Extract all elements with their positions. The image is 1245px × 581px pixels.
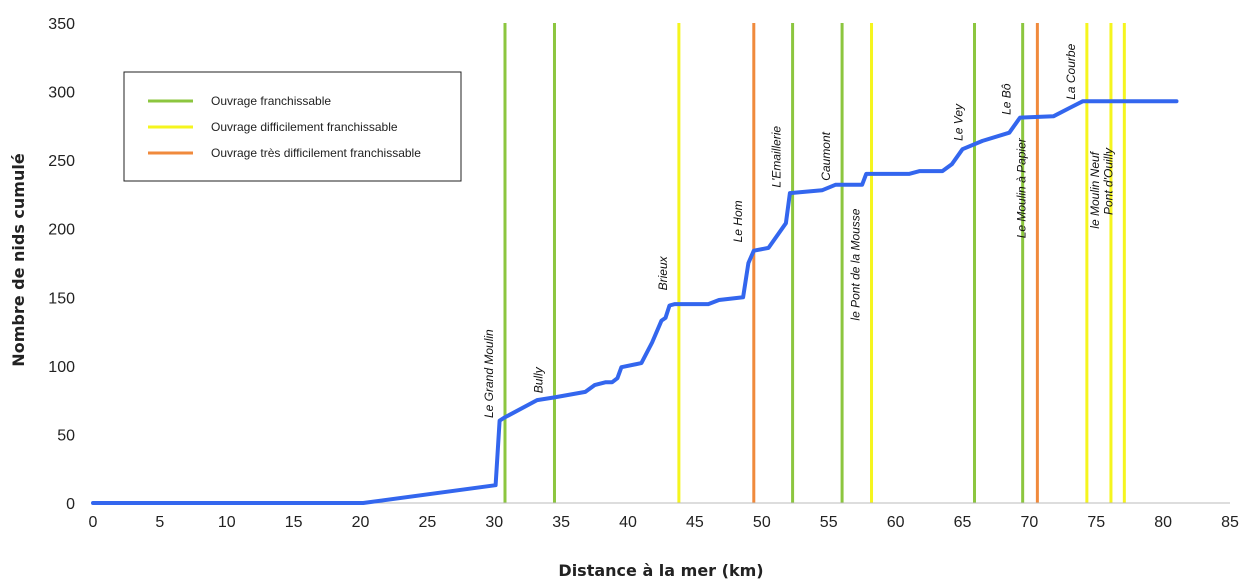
y-tick-label-1: 50	[57, 427, 75, 444]
x-tick-label-0: 0	[89, 514, 98, 531]
y-tick-label-0: 0	[66, 496, 75, 513]
x-tick-label-13: 65	[954, 514, 972, 531]
obstacle-label-9: Le Moulin à Papier	[1014, 137, 1028, 238]
legend: Ouvrage franchissable Ouvrage difficilem…	[123, 71, 462, 182]
x-tick-label-4: 20	[352, 514, 370, 531]
x-tick-label-5: 25	[419, 514, 437, 531]
series-group	[91, 99, 1179, 505]
obstacle-label-11: le Moulin Neuf	[1088, 150, 1102, 228]
y-tick-label-7: 350	[48, 16, 75, 33]
x-tick-label-14: 70	[1020, 514, 1038, 531]
obstacle-label-7: Le Vey	[952, 103, 966, 141]
x-tick-label-1: 5	[155, 514, 164, 531]
obstacle-label-8: Le Bô	[1000, 83, 1014, 115]
obstacle-label-0: Le Grand Moulin	[482, 329, 496, 418]
legend-label-difficilement: Ouvrage difficilement franchissable	[211, 120, 398, 134]
x-tick-label-7: 35	[552, 514, 570, 531]
y-tick-labels: 0 50 100 150 200 250 300 350	[48, 16, 75, 513]
series-line-0	[91, 99, 1179, 505]
y-tick-label-5: 250	[48, 153, 75, 170]
x-tick-label-3: 15	[285, 514, 303, 531]
obstacle-label-5: Caumont	[819, 131, 833, 180]
legend-label-franchissable: Ouvrage franchissable	[211, 94, 331, 108]
x-tick-labels: 0 5 10 15 20 25 30 35 40 45 50 55 60 65 70 75 80 85	[89, 514, 1239, 531]
obstacle-label-3: Le Hom	[731, 200, 745, 242]
obstacle-label-4: L'Emaillerie	[770, 126, 784, 188]
obstacle-label-1: Bully	[532, 366, 546, 393]
x-tick-label-10: 50	[753, 514, 771, 531]
legend-label-tres-difficilement: Ouvrage très difficilement franchissable	[211, 146, 421, 160]
y-tick-label-3: 150	[48, 290, 75, 307]
x-tick-label-16: 80	[1154, 514, 1172, 531]
x-axis-title: Distance à la mer (km)	[558, 561, 763, 580]
x-tick-label-9: 45	[686, 514, 704, 531]
y-tick-label-2: 100	[48, 359, 75, 376]
x-tick-label-12: 60	[887, 514, 905, 531]
x-tick-label-2: 10	[218, 514, 236, 531]
obstacle-label-2: Brieux	[656, 255, 670, 290]
obstacle-label-12: Pont d'Ouilly	[1101, 147, 1115, 215]
obstacle-labels: Le Grand Moulin Bully Brieux Le Hom L'Emaill…	[482, 43, 1115, 418]
x-tick-label-8: 40	[619, 514, 637, 531]
y-tick-label-6: 300	[48, 85, 75, 102]
obstacle-label-10: La Courbe	[1064, 43, 1078, 99]
obstacle-lines	[503, 23, 1126, 503]
x-tick-label-11: 55	[820, 514, 838, 531]
x-tick-label-15: 75	[1087, 514, 1105, 531]
y-axis-title: Nombre de nids cumulé	[9, 153, 28, 367]
x-tick-label-6: 30	[485, 514, 503, 531]
x-tick-label-17: 85	[1221, 514, 1239, 531]
obstacle-label-6: le Pont de la Mousse	[849, 208, 863, 320]
y-tick-label-4: 200	[48, 222, 75, 239]
